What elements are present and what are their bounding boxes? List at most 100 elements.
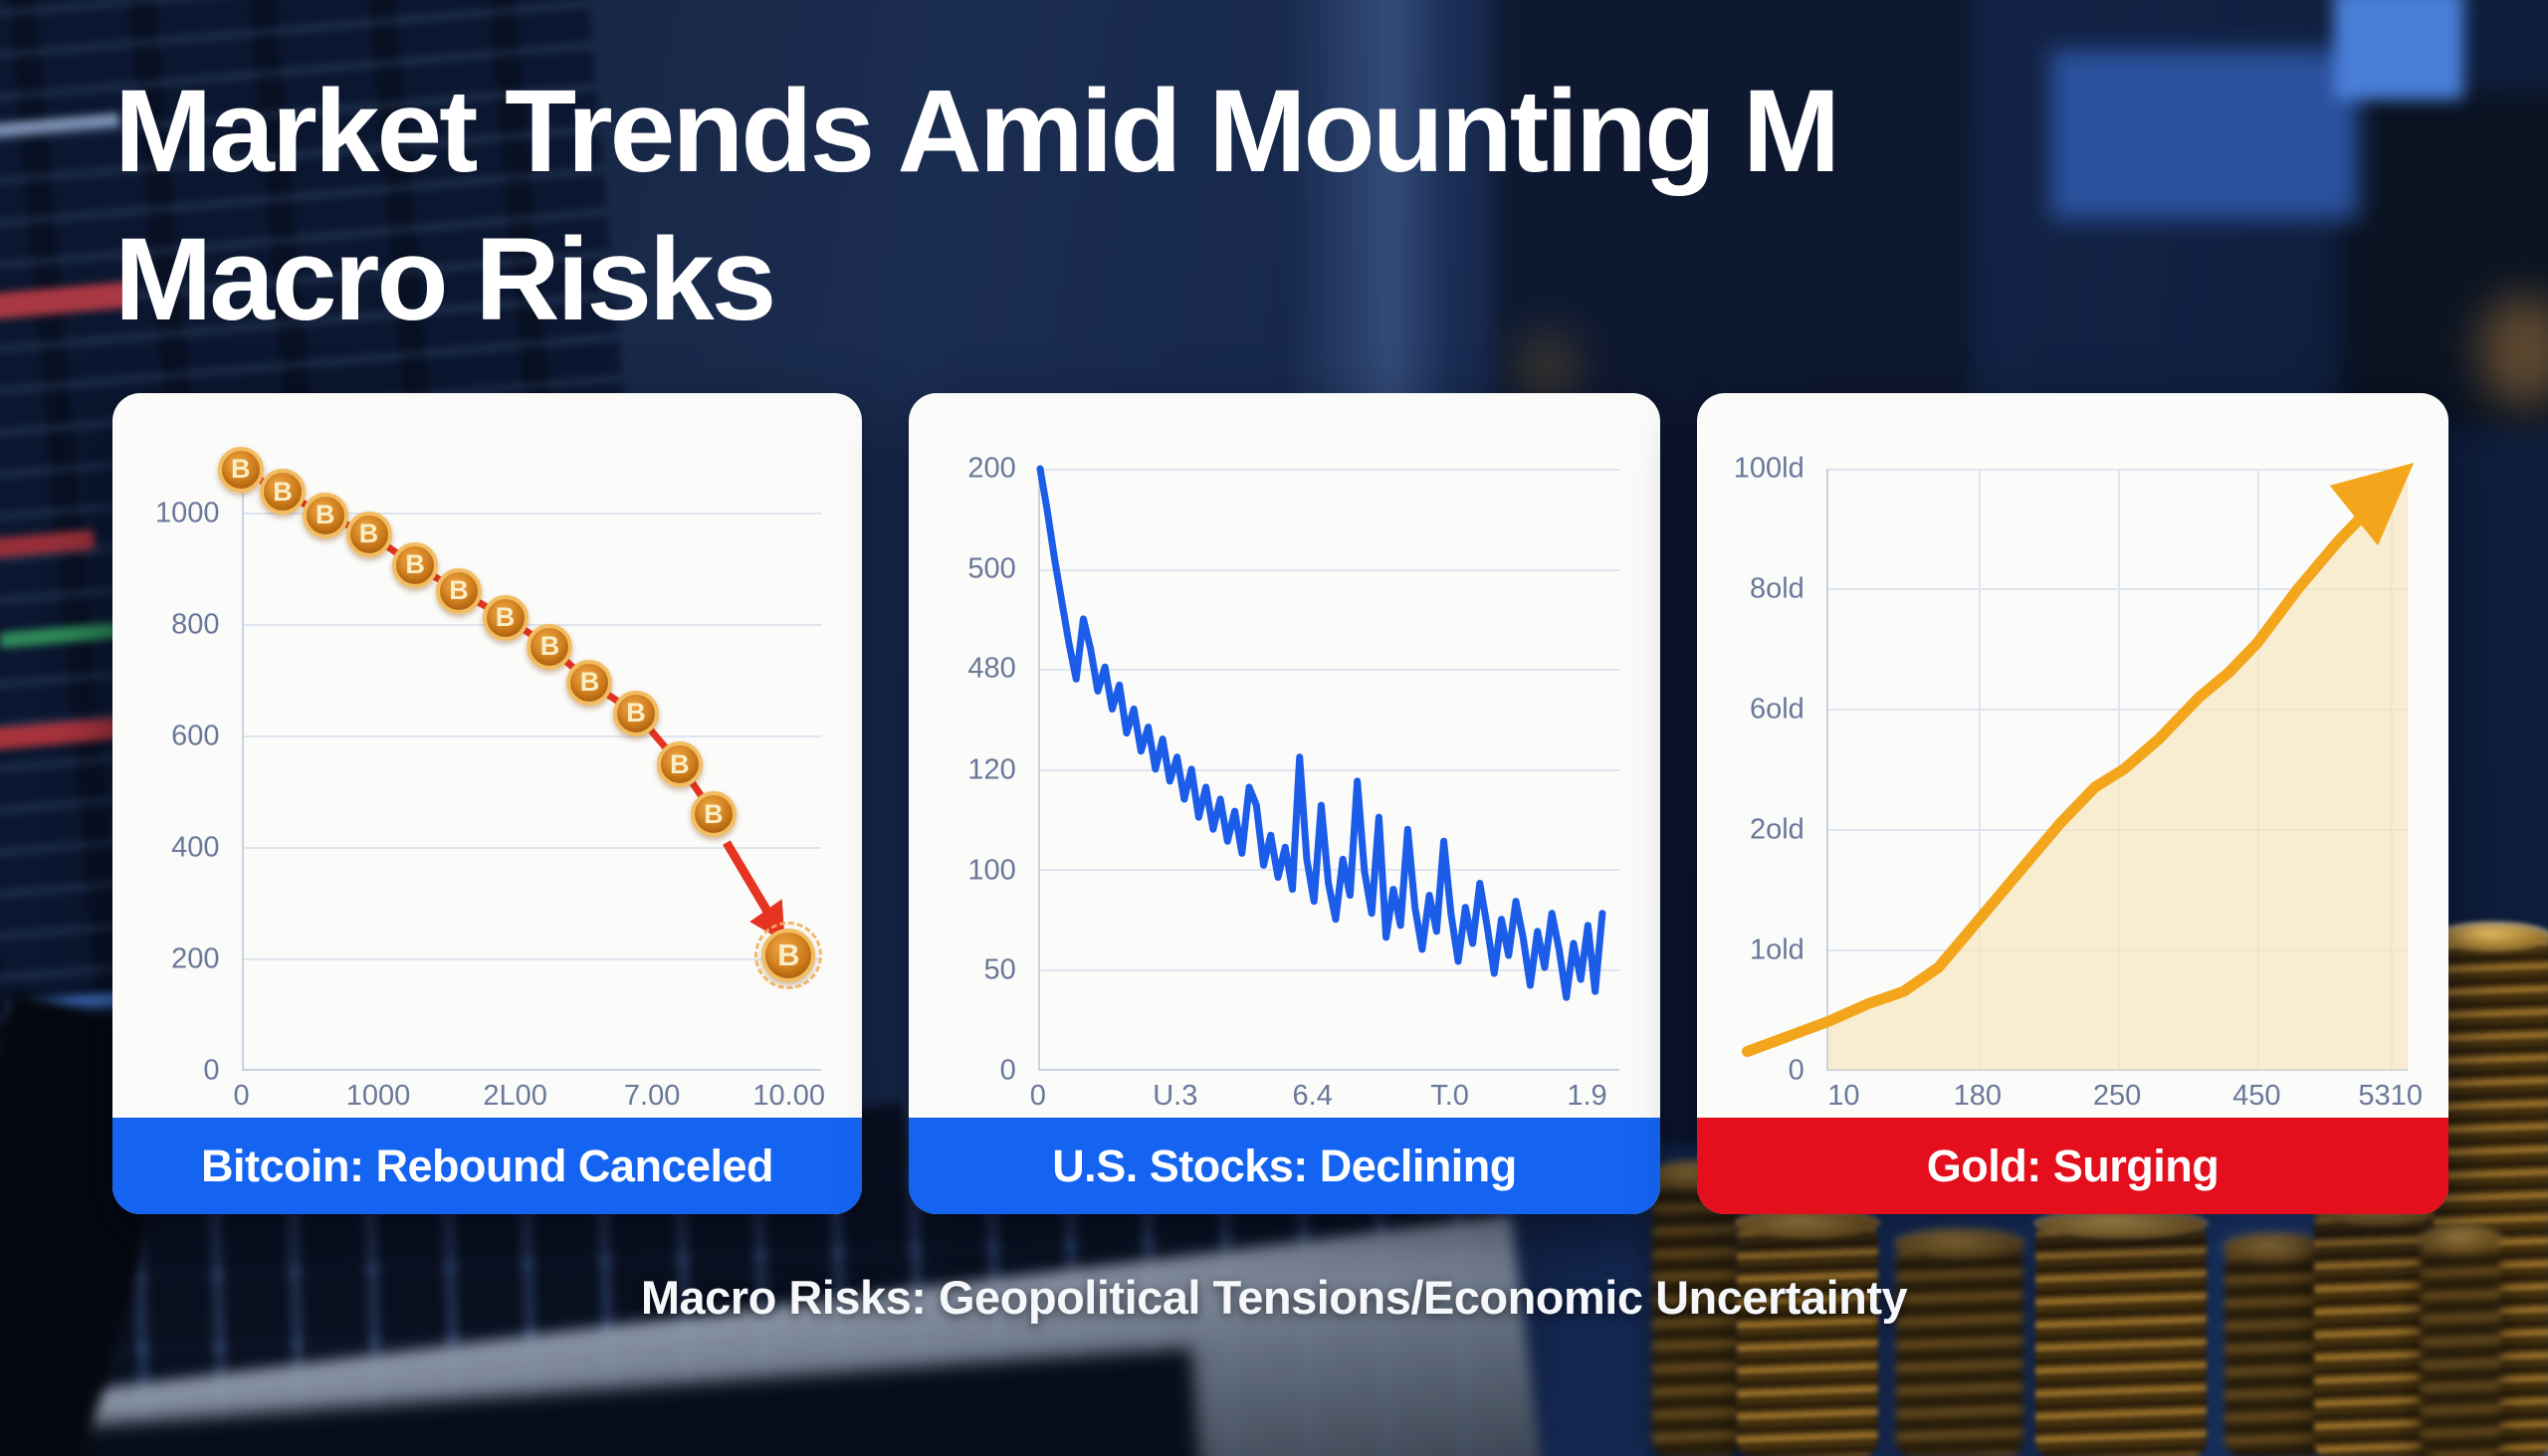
monitor-red-bar	[0, 281, 131, 326]
y-tick-label: 6old	[1749, 693, 1805, 726]
gridline	[1039, 768, 1620, 771]
y-tick-label: 50	[983, 953, 1016, 986]
monitor-green-bar	[0, 622, 120, 649]
background-blue-panel	[2334, 0, 2463, 100]
bitcoin-y-axis-labels: 1000 800 600 400 200 0	[112, 469, 229, 1087]
gold-chart: 100ld 8old 6old 2old 1old 0 10 180 250 450 5310	[1697, 393, 2448, 1118]
y-tick-label: 120	[967, 753, 1016, 786]
gold-plot-area	[1826, 462, 2415, 1072]
bitcoin-banner-label: Bitcoin: Rebound Canceled	[200, 1140, 774, 1191]
gold-banner: Gold: Surging	[1697, 1118, 2448, 1214]
x-tick-label: 10.00	[752, 1080, 825, 1113]
page-title-line2: Macro Risks	[114, 213, 776, 345]
background-blue-panel	[2050, 50, 2359, 219]
stocks-y-axis-labels: 200 500 480 120 100 50 0	[909, 452, 1026, 1087]
y-tick-label: 200	[171, 942, 220, 975]
gridline	[243, 957, 822, 960]
x-tick-label: 5310	[2358, 1080, 2423, 1113]
y-tick-label: 0	[1788, 1054, 1805, 1087]
y-tick-label: 500	[967, 552, 1016, 585]
stocks-x-axis-labels: 0 U.3 6.4 T.0 1.9	[1030, 1080, 1619, 1122]
x-tick-label: 0	[1029, 1080, 1046, 1113]
bitcoin-coin-icon: B	[345, 511, 392, 557]
coin-stack	[1735, 1208, 1880, 1456]
coin-stack	[1894, 1228, 2025, 1456]
y-tick-label: 100ld	[1733, 452, 1805, 485]
y-tick-label: 0	[999, 1054, 1016, 1087]
y-tick-label: 400	[171, 831, 220, 864]
bitcoin-coin-icon: B	[527, 623, 573, 670]
coin-stack	[2033, 1208, 2209, 1456]
y-tick-label: 600	[171, 720, 220, 752]
stocks-markers	[1040, 469, 1619, 1070]
y-tick-label: 100	[967, 854, 1016, 887]
y-tick-label: 1old	[1749, 934, 1805, 966]
stocks-line	[1040, 469, 1602, 997]
gridline	[1979, 468, 1982, 1070]
card-gold: 100ld 8old 6old 2old 1old 0 10 180 250 450 5310 G…	[1697, 393, 2448, 1214]
page-title-line1: Market Trends Amid Mounting M	[114, 66, 1840, 197]
gridline	[1039, 668, 1620, 671]
x-tick-label: 2L00	[483, 1080, 547, 1113]
x-tick-label: 6.4	[1292, 1080, 1333, 1113]
x-tick-label: U.3	[1153, 1080, 1198, 1113]
page-title: Market Trends Amid Mounting M Macro Risk…	[114, 58, 1840, 353]
x-tick-label: 250	[2092, 1080, 2142, 1113]
bitcoin-coin-icon: B	[690, 791, 737, 838]
bitcoin-coin-icon: B	[217, 446, 264, 493]
bitcoin-coin-icon: B	[302, 492, 348, 538]
gridline	[1039, 568, 1620, 571]
x-tick-label: 1000	[345, 1080, 411, 1113]
card-stocks: 200 500 480 120 100 50 0 0 U.3 6.4 T.0 1.9 U.S. St…	[909, 393, 1660, 1214]
gold-line	[1747, 511, 2367, 1051]
bitcoin-coin-icon: B	[392, 541, 439, 588]
stocks-banner: U.S. Stocks: Declining	[909, 1118, 1660, 1214]
macro-risks-caption: Macro Risks: Geopolitical Tensions/Econo…	[640, 1271, 1908, 1324]
bitcoin-coin-icon: B	[259, 469, 306, 516]
bitcoin-gridlines	[243, 469, 822, 1070]
bitcoin-coin-icon: B	[656, 741, 703, 788]
gridline	[1039, 468, 1620, 471]
y-tick-label: 800	[171, 608, 220, 641]
x-tick-label: 180	[1953, 1080, 2002, 1113]
stocks-series	[1040, 469, 1619, 1070]
gridline	[243, 624, 822, 627]
monitor-red-bar	[0, 528, 96, 562]
y-tick-label: 2old	[1749, 813, 1805, 846]
gridline	[1039, 968, 1620, 971]
down-arrow-shaft	[726, 842, 772, 920]
x-tick-label: 7.00	[623, 1080, 681, 1113]
gridline	[243, 847, 822, 850]
gridline	[243, 734, 822, 737]
coin-stack	[2223, 1232, 2326, 1456]
coin-stack	[2419, 1225, 2502, 1456]
gold-x-axis-labels: 10 180 250 450 5310	[1826, 1080, 2423, 1122]
bitcoin-coin-final-icon: B	[754, 921, 823, 989]
background-bokeh-light	[2478, 294, 2548, 408]
bitcoin-coin-icon: B	[613, 690, 660, 736]
y-tick-label: 200	[967, 452, 1016, 485]
bitcoin-coin-icon: B	[435, 567, 482, 614]
gold-banner-label: Gold: Surging	[1926, 1140, 2220, 1191]
gold-y-axis-labels: 100ld 8old 6old 2old 1old 0	[1697, 452, 1814, 1087]
bitcoin-x-axis-labels: 0 1000 2L00 7.00 10.00	[233, 1080, 825, 1122]
stocks-banner-label: U.S. Stocks: Declining	[1052, 1140, 1517, 1191]
x-tick-label: 0	[233, 1080, 250, 1113]
x-tick-label: 450	[2232, 1080, 2281, 1113]
x-tick-label: 10	[1827, 1080, 1860, 1113]
y-tick-label: 8old	[1749, 572, 1805, 605]
y-tick-label: 480	[967, 652, 1016, 685]
bitcoin-banner: Bitcoin: Rebound Canceled	[112, 1118, 862, 1214]
up-arrow-icon	[2329, 462, 2415, 545]
monitor-gray-bar	[0, 112, 120, 142]
bitcoin-coin-icon: B	[566, 659, 613, 706]
x-tick-label: 1.9	[1567, 1080, 1607, 1113]
y-tick-label: 1000	[154, 497, 220, 529]
gridline	[243, 513, 822, 516]
stocks-chart: 200 500 480 120 100 50 0 0 U.3 6.4 T.0 1.9	[909, 393, 1660, 1118]
gold-series	[1828, 462, 2415, 1070]
